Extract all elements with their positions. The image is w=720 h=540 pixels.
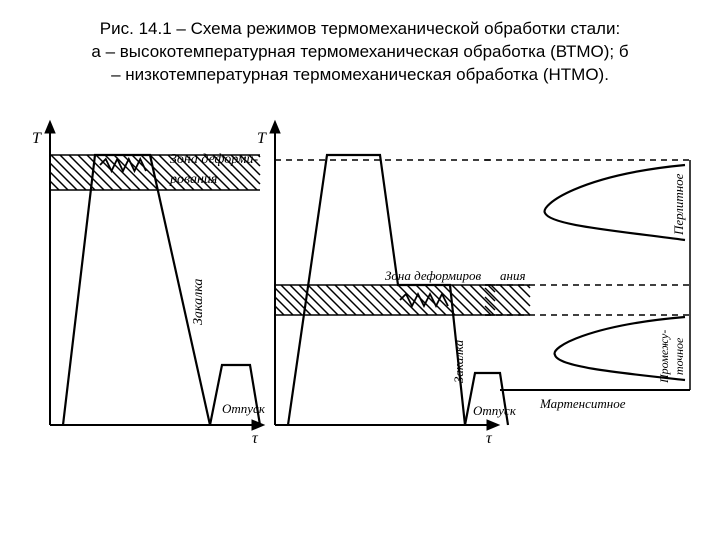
label-pearlite: Перлитное [671, 173, 686, 236]
figure-caption: Рис. 14.1 – Схема режимов термомеханичес… [0, 0, 720, 95]
panel-c: Перлитное Промежу-точное Мартенситное [485, 160, 690, 411]
label-deform-zone: Зона деформиров [385, 268, 482, 283]
panel-b: Tτ Зона деформиров ания Закалка Отпуск [257, 121, 526, 447]
label-otpusk: Отпуск [222, 401, 266, 416]
axis-x-label: τ [486, 430, 493, 447]
axis-y-label: T [32, 130, 42, 147]
axis-y-label: T [257, 130, 267, 147]
diagram-svg: Tτ Зона деформи-рования Закалка Отпуск Tτ Зон… [0, 95, 720, 475]
curve-main [63, 155, 210, 425]
axis-x-label: τ [252, 430, 259, 447]
caption-line3: – низкотемпературная термомеханическая о… [111, 65, 609, 84]
caption-line1: Рис. 14.1 – Схема режимов термомеханичес… [100, 19, 620, 38]
panel-a: Tτ Зона деформи-рования Закалка Отпуск [32, 121, 266, 447]
label-zakalka: Закалка [191, 278, 206, 324]
label-deform-zone: Зона деформи- [170, 152, 258, 167]
c-curve-pearlite [545, 165, 685, 240]
diagram-figure: Tτ Зона деформи-рования Закалка Отпуск Tτ Зон… [0, 95, 720, 475]
curve-tempering [210, 365, 260, 425]
label-martensite: Мартенситное [539, 396, 626, 411]
caption-line2: а – высокотемпературная термомеханическа… [91, 42, 628, 61]
label-deform-zone-suffix: ания [500, 268, 526, 283]
label-intermediate-1: Промежу- [657, 329, 671, 383]
label-otpusk: Отпуск [473, 403, 517, 418]
label-deform-zone-2: рования [169, 172, 217, 187]
label-intermediate-2: точное [672, 337, 686, 375]
label-zakalka: Закалка [451, 339, 466, 383]
